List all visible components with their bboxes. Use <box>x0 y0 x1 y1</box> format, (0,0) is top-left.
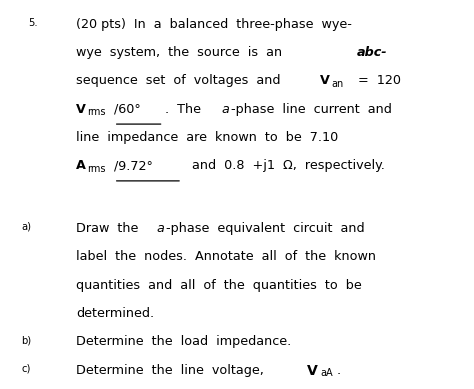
Text: (20 pts)  In  a  balanced  three-phase  wye-: (20 pts) In a balanced three-phase wye- <box>76 18 352 30</box>
Text: determined.: determined. <box>76 307 154 320</box>
Text: .: . <box>337 364 341 377</box>
Text: an: an <box>332 79 344 89</box>
Text: 5.: 5. <box>28 18 38 28</box>
Text: label  the  nodes.  Annotate  all  of  the  known: label the nodes. Annotate all of the kno… <box>76 250 376 263</box>
Text: and  0.8  +j1  Ω,  respectively.: and 0.8 +j1 Ω, respectively. <box>184 159 385 172</box>
Text: rms: rms <box>87 107 106 117</box>
Text: -phase  line  current  and: -phase line current and <box>231 103 392 116</box>
Text: c): c) <box>21 364 31 374</box>
Text: /9.72°: /9.72° <box>114 159 153 172</box>
Text: .  The: . The <box>165 103 209 116</box>
Text: V: V <box>307 364 318 378</box>
Text: a): a) <box>21 222 31 232</box>
Text: Determine  the  line  voltage,: Determine the line voltage, <box>76 364 272 377</box>
Text: Draw  the: Draw the <box>76 222 146 235</box>
Text: a: a <box>221 103 229 116</box>
Text: a: a <box>156 222 164 235</box>
Text: =  120: = 120 <box>350 74 401 87</box>
Text: b): b) <box>21 335 31 345</box>
Text: -phase  equivalent  circuit  and: -phase equivalent circuit and <box>166 222 365 235</box>
Text: abc-: abc- <box>356 46 387 59</box>
Text: sequence  set  of  voltages  and: sequence set of voltages and <box>76 74 288 87</box>
Text: line  impedance  are  known  to  be  7.10: line impedance are known to be 7.10 <box>76 131 338 144</box>
Text: rms: rms <box>87 164 106 174</box>
Text: A: A <box>76 159 86 172</box>
Text: wye  system,  the  source  is  an: wye system, the source is an <box>76 46 290 59</box>
Text: Determine  the  load  impedance.: Determine the load impedance. <box>76 335 291 348</box>
Text: aA: aA <box>320 368 333 378</box>
Text: V: V <box>320 74 330 87</box>
Text: V: V <box>76 103 86 116</box>
Text: /60°: /60° <box>114 103 140 116</box>
Text: quantities  and  all  of  the  quantities  to  be: quantities and all of the quantities to … <box>76 279 362 291</box>
